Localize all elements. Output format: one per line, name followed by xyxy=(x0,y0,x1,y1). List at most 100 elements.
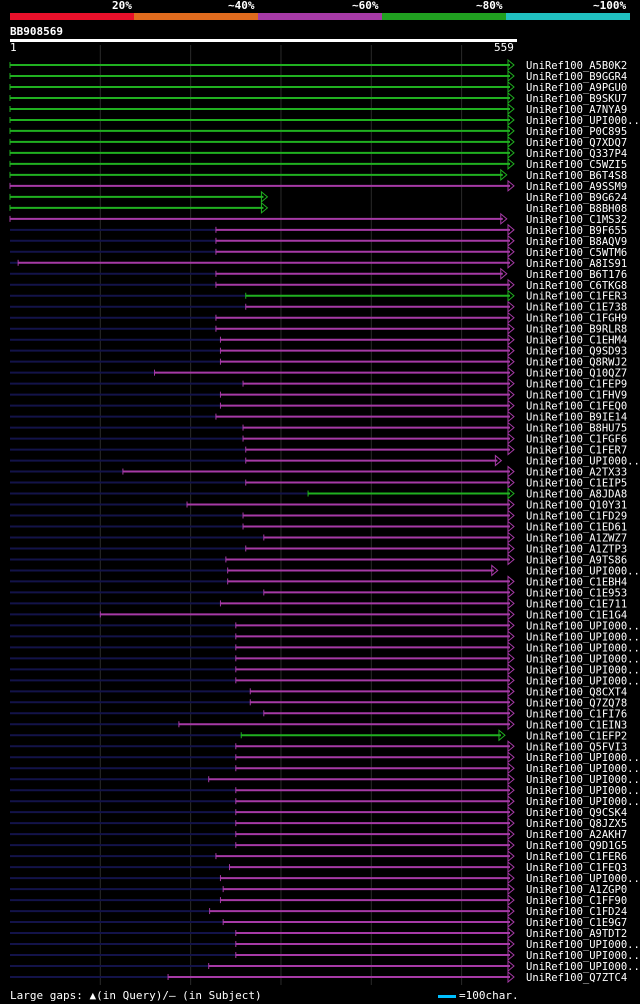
hit-label[interactable]: UniRef100_C1E711 xyxy=(526,598,627,610)
hit-row[interactable]: UniRef100_UPI000.. xyxy=(9,113,640,127)
hit-label[interactable]: UniRef100_Q8CXT4 xyxy=(526,686,627,698)
hit-row[interactable]: UniRef100_C1EIP5 xyxy=(10,476,627,490)
hit-label[interactable]: UniRef100_C5WTM6 xyxy=(526,247,627,259)
hit-row[interactable]: UniRef100_B8AQV9 xyxy=(10,234,627,248)
hit-row[interactable]: UniRef100_UPI000.. xyxy=(10,663,640,676)
hit-row[interactable]: UniRef100_B6T4S8 xyxy=(9,168,627,182)
hit-label[interactable]: UniRef100_C1FEP9 xyxy=(526,379,627,391)
hit-label[interactable]: UniRef100_B9RLR8 xyxy=(526,324,627,336)
hit-label[interactable]: UniRef100_UPI000.. xyxy=(526,565,640,577)
hit-label[interactable]: UniRef100_UPI000.. xyxy=(526,752,640,764)
hit-label[interactable]: UniRef100_C1EFP2 xyxy=(526,730,627,742)
hit-label[interactable]: UniRef100_C1FGH9 xyxy=(526,313,627,325)
hit-label[interactable]: UniRef100_Q7ZQ78 xyxy=(526,697,627,709)
hit-row[interactable]: UniRef100_Q10QZ7 xyxy=(10,366,627,380)
hit-row[interactable]: UniRef100_A1ZWZ7 xyxy=(10,531,627,544)
hit-label[interactable]: UniRef100_C1E953 xyxy=(526,587,627,599)
hit-label[interactable]: UniRef100_B8AQV9 xyxy=(526,236,627,248)
hit-label[interactable]: UniRef100_B9F655 xyxy=(526,225,627,237)
hit-row[interactable]: UniRef100_C1FER6 xyxy=(10,850,627,863)
hit-label[interactable]: UniRef100_A2AKH7 xyxy=(526,829,627,841)
hit-row[interactable]: UniRef100_UPI000.. xyxy=(10,619,640,632)
hit-row[interactable]: UniRef100_C1E738 xyxy=(10,300,627,314)
hit-label[interactable]: UniRef100_A9TDT2 xyxy=(526,928,627,940)
hit-label[interactable]: UniRef100_C1FER3 xyxy=(526,291,627,303)
hit-row[interactable]: UniRef100_Q337P4 xyxy=(9,146,627,160)
hit-label[interactable]: UniRef100_A1ZTP3 xyxy=(526,543,627,555)
hit-row[interactable]: UniRef100_C1FEP9 xyxy=(10,377,627,391)
hit-label[interactable]: UniRef100_Q7XDQ7 xyxy=(526,137,627,149)
hit-row[interactable]: UniRef100_UPI000.. xyxy=(10,872,640,885)
hit-row[interactable]: UniRef100_A5B0K2 xyxy=(9,58,627,72)
hit-row[interactable]: UniRef100_UPI000.. xyxy=(10,773,640,786)
hit-row[interactable]: UniRef100_Q7XDQ7 xyxy=(9,135,627,149)
hit-label[interactable]: UniRef100_C1FGF6 xyxy=(526,434,627,446)
hit-label[interactable]: UniRef100_C5WZI5 xyxy=(526,159,627,171)
hit-row[interactable]: UniRef100_A8JDA8 xyxy=(10,487,627,501)
hit-label[interactable]: UniRef100_Q9CSK4 xyxy=(526,807,627,819)
hit-row[interactable]: UniRef100_A1ZGP0 xyxy=(10,883,627,896)
hit-label[interactable]: UniRef100_UPI000.. xyxy=(526,763,640,775)
hit-label[interactable]: UniRef100_C1MS32 xyxy=(526,214,627,226)
hit-row[interactable]: UniRef100_C1EHM4 xyxy=(10,333,627,347)
hit-row[interactable]: UniRef100_Q9D1G5 xyxy=(10,839,627,852)
hit-label[interactable]: UniRef100_Q9SD93 xyxy=(526,346,627,358)
hit-row[interactable]: UniRef100_C1EBH4 xyxy=(10,575,627,588)
hit-row[interactable]: UniRef100_C1E953 xyxy=(10,586,627,599)
hit-row[interactable]: UniRef100_Q9SD93 xyxy=(10,344,627,358)
hit-label[interactable]: UniRef100_UPI000.. xyxy=(526,631,640,643)
hit-row[interactable]: UniRef100_C1E1G4 xyxy=(10,608,627,621)
hit-row[interactable]: UniRef100_UPI000.. xyxy=(10,674,640,687)
hit-label[interactable]: UniRef100_A1ZWZ7 xyxy=(526,532,627,544)
hit-row[interactable]: UniRef100_C1EFP2 xyxy=(10,729,627,742)
hit-label[interactable]: UniRef100_UPI000.. xyxy=(526,785,640,797)
hit-label[interactable]: UniRef100_C1FD29 xyxy=(526,511,627,523)
hit-row[interactable]: UniRef100_C5WTM6 xyxy=(10,245,627,259)
hit-label[interactable]: UniRef100_C1FD24 xyxy=(526,906,627,918)
hit-label[interactable]: UniRef100_B6T176 xyxy=(526,269,627,281)
hit-row[interactable]: UniRef100_UPI000.. xyxy=(10,795,640,808)
hit-label[interactable]: UniRef100_Q10QZ7 xyxy=(526,368,627,380)
hit-row[interactable]: UniRef100_Q7ZTC4 xyxy=(10,970,627,984)
hit-label[interactable]: UniRef100_C1FF90 xyxy=(526,895,627,907)
hit-row[interactable]: UniRef100_B9G624 xyxy=(9,190,627,204)
hit-label[interactable]: UniRef100_B8BH08 xyxy=(526,203,627,215)
hit-row[interactable]: UniRef100_C1FGF6 xyxy=(10,432,627,446)
hit-row[interactable]: UniRef100_Q10Y31 xyxy=(10,498,627,512)
hit-label[interactable]: UniRef100_C1FER6 xyxy=(526,851,627,863)
hit-label[interactable]: UniRef100_UPI000.. xyxy=(526,675,640,687)
hit-row[interactable]: UniRef100_C1EIN3 xyxy=(10,718,627,731)
hit-row[interactable]: UniRef100_C1FD29 xyxy=(10,509,627,523)
hit-row[interactable]: UniRef100_Q7ZQ78 xyxy=(10,696,627,709)
hit-row[interactable]: UniRef100_UPI000.. xyxy=(10,948,640,962)
hit-row[interactable]: UniRef100_B8BH08 xyxy=(9,201,627,215)
hit-row[interactable]: UniRef100_A2TX33 xyxy=(10,465,627,479)
hit-label[interactable]: UniRef100_B9IE14 xyxy=(526,412,627,424)
hit-label[interactable]: UniRef100_UPI000.. xyxy=(526,664,640,676)
hit-row[interactable]: UniRef100_A7NYA9 xyxy=(9,102,627,116)
hit-label[interactable]: UniRef100_Q10Y31 xyxy=(526,500,627,512)
hit-label[interactable]: UniRef100_B6T4S8 xyxy=(526,170,627,182)
hit-label[interactable]: UniRef100_C1E1G4 xyxy=(526,609,627,621)
hit-row[interactable]: UniRef100_UPI000.. xyxy=(10,784,640,797)
hit-label[interactable]: UniRef100_C1EIP5 xyxy=(526,478,627,490)
hit-label[interactable]: UniRef100_C6TKG8 xyxy=(526,280,627,292)
hit-label[interactable]: UniRef100_A5B0K2 xyxy=(526,60,627,72)
hit-row[interactable]: UniRef100_A9PGU0 xyxy=(9,80,627,94)
hit-label[interactable]: UniRef100_A8IS91 xyxy=(526,258,627,270)
hit-label[interactable]: UniRef100_Q7ZTC4 xyxy=(526,972,627,984)
hit-label[interactable]: UniRef100_UPI000.. xyxy=(526,115,640,127)
hit-row[interactable]: UniRef100_B9IE14 xyxy=(10,410,627,424)
hit-row[interactable]: UniRef100_C5WZI5 xyxy=(9,157,627,171)
hit-label[interactable]: UniRef100_C1FI76 xyxy=(526,708,627,720)
hit-label[interactable]: UniRef100_C1E9G7 xyxy=(526,917,627,929)
hit-row[interactable]: UniRef100_B6T176 xyxy=(10,267,627,281)
hit-label[interactable]: UniRef100_UPI000.. xyxy=(526,950,640,962)
hit-label[interactable]: UniRef100_C1EIN3 xyxy=(526,719,627,731)
hit-row[interactable]: UniRef100_C1FER3 xyxy=(10,289,627,303)
hit-label[interactable]: UniRef100_C1E738 xyxy=(526,302,627,314)
hit-label[interactable]: UniRef100_A9SSM9 xyxy=(526,181,627,193)
hit-row[interactable]: UniRef100_A9TS86 xyxy=(10,553,627,566)
hit-label[interactable]: UniRef100_Q5FVI3 xyxy=(526,741,627,753)
hit-label[interactable]: UniRef100_C1ED61 xyxy=(526,521,627,533)
